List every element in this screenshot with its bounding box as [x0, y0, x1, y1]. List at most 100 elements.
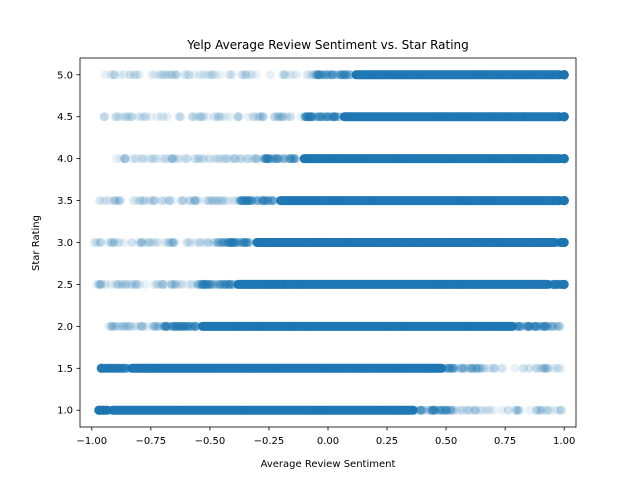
data-point	[559, 196, 569, 206]
data-point	[107, 363, 117, 373]
data-point	[286, 154, 296, 164]
data-point	[299, 112, 309, 122]
data-point	[532, 363, 542, 373]
data-point	[105, 363, 115, 373]
data-point	[559, 238, 569, 247]
data-point	[559, 70, 569, 80]
data-point	[542, 405, 552, 415]
data-point	[104, 363, 114, 373]
data-point	[100, 363, 110, 373]
data-point	[322, 70, 332, 80]
data-point	[559, 196, 569, 206]
data-point	[113, 279, 123, 289]
data-point	[230, 238, 240, 247]
data-point	[552, 279, 562, 289]
data-point	[522, 279, 532, 289]
data-point	[261, 154, 271, 164]
data-point	[170, 154, 180, 164]
data-point	[556, 238, 566, 247]
data-point	[559, 196, 569, 206]
data-point	[559, 279, 569, 289]
data-point	[181, 70, 191, 80]
data-point	[290, 196, 300, 206]
data-point	[559, 196, 569, 206]
data-point	[306, 238, 316, 247]
data-point	[464, 363, 474, 373]
data-point	[515, 321, 525, 331]
data-point	[559, 154, 569, 164]
data-point	[484, 363, 494, 373]
series-row-2-5	[92, 279, 569, 289]
data-point	[345, 70, 355, 80]
data-point	[120, 363, 130, 373]
data-point	[233, 238, 243, 247]
data-point	[215, 279, 225, 289]
data-point	[288, 70, 298, 80]
data-point	[559, 70, 569, 80]
data-point	[119, 363, 129, 373]
data-point	[559, 70, 569, 80]
data-point	[326, 154, 336, 164]
data-point	[111, 363, 121, 373]
data-point	[102, 196, 112, 206]
data-point	[559, 279, 569, 289]
data-point	[559, 112, 569, 122]
data-point	[318, 70, 328, 80]
data-point	[483, 405, 493, 415]
data-point	[487, 321, 497, 331]
data-point	[101, 405, 111, 415]
y-tick-label: 3.0	[57, 238, 73, 249]
data-point	[279, 154, 289, 164]
data-point	[286, 321, 296, 331]
data-point	[559, 70, 569, 80]
dense-band	[233, 279, 553, 289]
data-point	[111, 112, 121, 122]
data-point	[128, 70, 138, 80]
data-point	[559, 279, 569, 289]
data-point	[148, 154, 158, 164]
data-point	[224, 279, 234, 289]
data-point	[97, 405, 107, 415]
data-point	[559, 154, 569, 164]
data-point	[559, 70, 569, 80]
data-point	[187, 279, 197, 289]
data-point	[105, 238, 115, 247]
data-point	[258, 196, 268, 206]
data-point	[168, 238, 178, 247]
data-point	[559, 196, 569, 206]
data-point	[535, 405, 545, 415]
series-row-4-5	[99, 112, 569, 122]
data-point	[397, 238, 407, 247]
data-point	[548, 279, 558, 289]
data-point	[343, 70, 353, 80]
data-point	[197, 279, 207, 289]
data-point	[213, 154, 223, 164]
data-point	[99, 405, 109, 415]
data-point	[268, 154, 278, 164]
data-point	[559, 154, 569, 164]
data-point	[101, 405, 111, 415]
data-point	[559, 154, 569, 164]
data-point	[184, 321, 194, 331]
data-point	[548, 279, 558, 289]
data-point	[158, 279, 168, 289]
data-point	[103, 405, 113, 415]
data-point	[450, 363, 460, 373]
data-point	[94, 405, 104, 415]
data-point	[425, 405, 435, 415]
data-point	[245, 196, 255, 206]
data-point	[98, 363, 108, 373]
data-point	[189, 112, 199, 122]
data-point	[269, 112, 279, 122]
data-point	[236, 196, 246, 206]
data-point	[229, 154, 239, 164]
data-point	[171, 279, 181, 289]
data-point	[241, 196, 251, 206]
data-point	[240, 196, 250, 206]
data-point	[540, 321, 550, 331]
data-point	[559, 70, 569, 80]
data-point	[315, 112, 325, 122]
data-point	[106, 363, 116, 373]
data-point	[559, 112, 569, 122]
data-point	[429, 405, 439, 415]
